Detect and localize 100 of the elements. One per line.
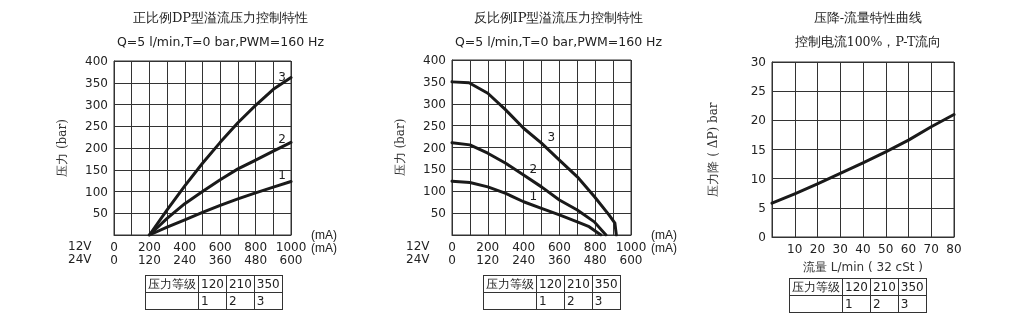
text: 24V xyxy=(406,252,431,266)
y-axis-title: 压力 (bar) xyxy=(393,118,407,177)
text: 压力等级 xyxy=(789,278,843,296)
text: 120 xyxy=(842,278,871,296)
y-tick-label: 100 xyxy=(85,184,108,199)
y-tick-label: 0 xyxy=(758,230,766,244)
y-tick-label: 100 xyxy=(423,184,446,199)
chart-subtitle: 控制电流100%，P-T流向 xyxy=(794,34,942,49)
y-tick-label: 350 xyxy=(85,75,108,90)
x-tick-label: 1000 xyxy=(275,240,307,254)
text: 2 xyxy=(870,295,899,313)
y-tick-label: 400 xyxy=(85,54,108,68)
y-tick-label: 200 xyxy=(423,140,446,155)
text: 350 xyxy=(254,275,283,293)
x-tick-label: 0 xyxy=(110,240,118,254)
x2-axis-title: (mA) xyxy=(311,241,338,255)
x-tick-label: 20 xyxy=(809,242,826,256)
line-series xyxy=(770,113,956,205)
text: 压力等级 xyxy=(483,275,537,293)
y-tick-label: 150 xyxy=(423,162,446,177)
y-tick-label: 250 xyxy=(423,118,446,133)
text: 1 xyxy=(198,292,227,310)
text: 210 xyxy=(226,275,255,293)
chart-subtitle: Q=5 l/min,T=0 bar,PWM=160 Hz xyxy=(454,34,663,49)
line-series xyxy=(450,80,618,237)
text: 2 xyxy=(226,292,255,310)
y-tick-label: 5 xyxy=(758,200,766,215)
x-tick-label: 800 xyxy=(244,240,268,254)
series-label: 3 xyxy=(547,130,556,145)
x-axis-title: (mA) xyxy=(651,228,678,242)
x2-axis-title: (mA) xyxy=(651,241,678,255)
x-tick-label: 600 xyxy=(547,240,571,254)
y-tick-label: 50 xyxy=(430,206,446,221)
y-tick-label: 400 xyxy=(423,53,446,67)
text: 350 xyxy=(592,275,621,293)
y-axis-title: 压力 (bar) xyxy=(55,119,69,177)
x2-tick-label: 240 xyxy=(512,253,536,267)
x-tick-label: 80 xyxy=(946,242,962,256)
x-tick-label: 400 xyxy=(173,240,197,254)
text: 12V xyxy=(406,239,431,253)
chart-title: 压降-流量特性曲线 xyxy=(813,10,923,25)
chart-title: 正比例DP型溢流压力控制特性 xyxy=(132,10,309,25)
y-tick-label: 50 xyxy=(92,206,108,221)
y-tick-label: 150 xyxy=(85,162,108,177)
x-tick-label: 200 xyxy=(137,240,161,254)
x-tick-label: 1000 xyxy=(615,240,647,254)
text: 120 xyxy=(536,275,565,293)
y-tick-label: 20 xyxy=(750,113,766,128)
x-tick-label: 30 xyxy=(832,242,848,256)
x-tick-label: 10 xyxy=(787,242,803,256)
y-tick-label: 250 xyxy=(85,119,108,134)
x-tick-label: 0 xyxy=(448,240,456,254)
x2-tick-label: 480 xyxy=(583,253,607,267)
series-label: 2 xyxy=(278,132,286,147)
chart-title: 反比例IP型溢流压力控制特性 xyxy=(473,10,644,25)
y-tick-label: 15 xyxy=(750,142,766,157)
x-tick-label: 800 xyxy=(583,240,607,254)
x2-tick-label: 240 xyxy=(173,253,197,267)
chart-subtitle: Q=5 l/min,T=0 bar,PWM=160 Hz xyxy=(116,34,325,49)
text: 12V xyxy=(68,239,93,253)
series-label: 1 xyxy=(278,168,286,183)
text: 210 xyxy=(564,275,593,293)
y-tick-label: 300 xyxy=(85,97,108,112)
text: 3 xyxy=(254,292,283,310)
x-tick-label: 60 xyxy=(900,242,917,256)
text: 120 xyxy=(198,275,227,293)
series-label: 1 xyxy=(529,188,538,203)
text: 350 xyxy=(898,278,927,296)
x2-tick-label: 120 xyxy=(137,253,161,267)
text: 210 xyxy=(870,278,899,296)
x-axis-title: 流量 L/min ( 32 cSt ) xyxy=(803,260,923,274)
y-tick-label: 300 xyxy=(423,96,446,111)
x-tick-label: 400 xyxy=(512,240,536,254)
text: 3 xyxy=(898,295,927,313)
text: 1 xyxy=(536,292,565,310)
x2-tick-label: 0 xyxy=(448,253,456,267)
x2-tick-label: 0 xyxy=(110,253,118,267)
line-series xyxy=(450,141,608,237)
series-label: 3 xyxy=(278,70,286,85)
x2-tick-label: 120 xyxy=(476,253,500,267)
x2-tick-label: 600 xyxy=(619,253,643,267)
text: 3 xyxy=(592,292,621,310)
x2-tick-label: 480 xyxy=(244,253,268,267)
y-tick-label: 10 xyxy=(750,171,766,186)
text: 1 xyxy=(842,295,871,313)
y-tick-label: 350 xyxy=(423,74,446,89)
x-tick-label: 600 xyxy=(208,240,232,254)
x-tick-label: 50 xyxy=(878,242,894,256)
text: 2 xyxy=(564,292,593,310)
y-tick-label: 30 xyxy=(750,55,766,69)
text: 24V xyxy=(68,252,93,266)
y-tick-label: 25 xyxy=(750,84,766,99)
x-tick-label: 200 xyxy=(476,240,500,254)
x-tick-label: 70 xyxy=(923,242,939,256)
x-axis-title: (mA) xyxy=(311,228,338,242)
y-axis-title: 压力降 ( ΔP) bar xyxy=(706,102,720,197)
x-tick-label: 40 xyxy=(855,242,871,256)
text: 压力等级 xyxy=(145,275,199,293)
x2-tick-label: 600 xyxy=(279,253,303,267)
y-tick-label: 200 xyxy=(85,141,108,155)
